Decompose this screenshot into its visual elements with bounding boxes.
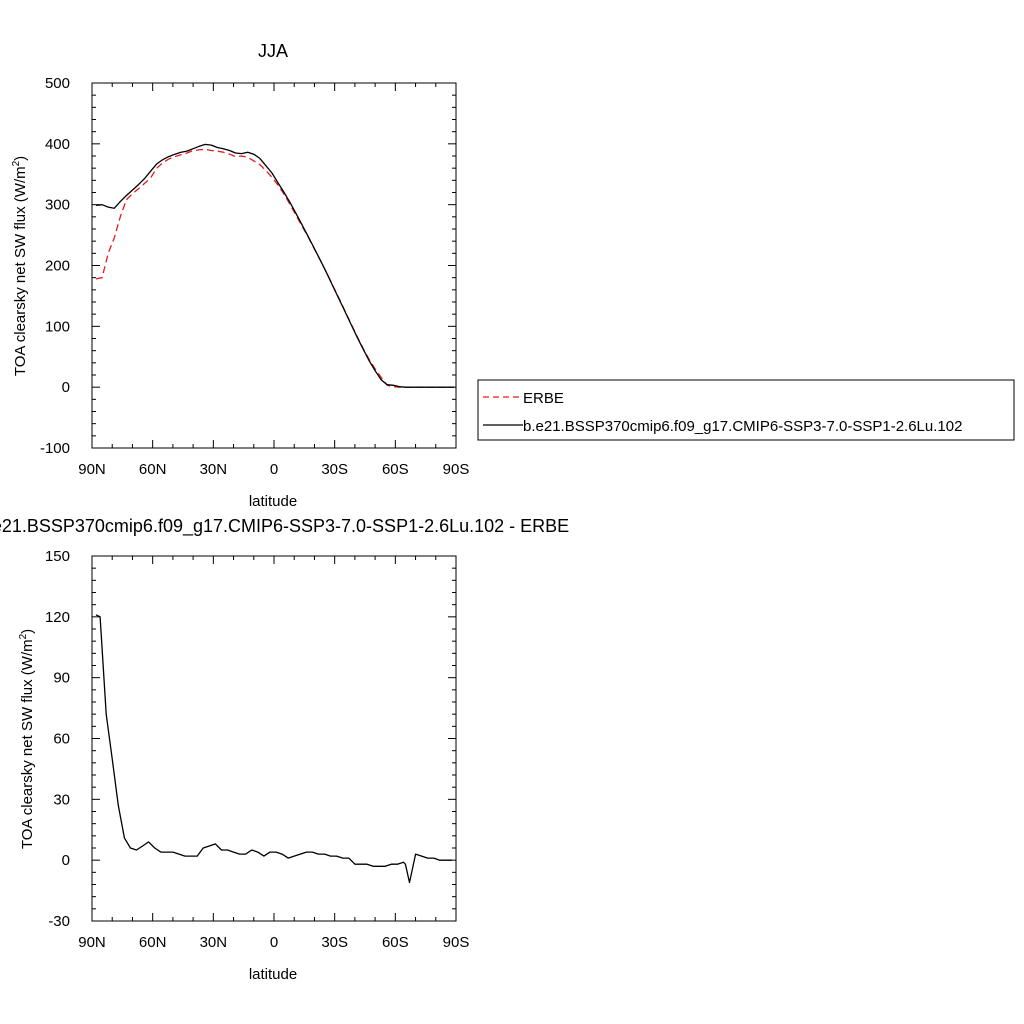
top-chart-plot-frame	[91, 82, 457, 449]
bottom-x-tick-label: 60N	[139, 934, 167, 951]
top-chart-panel: JJA 90N 60N 30N 0 30S 60S 90S -100 0 100 200 300 400…	[11, 41, 469, 510]
bottom-chart-plot-frame	[91, 555, 457, 922]
top-y-tick-label: 100	[45, 318, 70, 335]
top-x-tick-label: 90N	[78, 461, 106, 478]
top-x-tick-label: 0	[270, 461, 278, 478]
bottom-x-tick-label: 60S	[382, 934, 409, 951]
bottom-y-tick-label: 30	[53, 791, 70, 808]
top-chart-ticks	[91, 82, 457, 449]
legend-frame	[477, 379, 1015, 441]
top-chart-y-axis-label: TOA clearsky net SW flux (W/m2)	[11, 156, 29, 376]
top-chart-title: JJA	[258, 41, 288, 61]
top-chart-x-axis-label: latitude	[249, 493, 297, 510]
bottom-chart-x-axis-label: latitude	[249, 966, 297, 983]
bottom-y-tick-label: 60	[53, 731, 70, 748]
legend-label-erbe: ERBE	[523, 390, 564, 407]
top-x-tick-label: 30N	[200, 461, 228, 478]
bottom-x-tick-label: 30N	[200, 934, 228, 951]
bottom-chart-ticks	[91, 555, 457, 922]
bottom-y-tick-label: 0	[62, 852, 70, 869]
top-chart-legend: ERBE b.e21.BSSP370cmip6.f09_g17.CMIP6-SS…	[477, 379, 1015, 441]
bottom-x-tick-label: 90N	[78, 934, 106, 951]
bottom-y-tick-label: 150	[45, 548, 70, 565]
top-x-tick-label: 90S	[443, 461, 470, 478]
top-series-line-0	[95, 148, 454, 388]
top-chart-series	[95, 143, 454, 388]
bottom-chart-tick-labels: 90N 60N 30N 0 30S 60S 90S -30 0 30 60 90 120 150	[45, 548, 469, 951]
bottom-x-tick-label: 90S	[443, 934, 470, 951]
bottom-chart-title: b.e21.BSSP370cmip6.f09_g17.CMIP6-SSP3-7.…	[0, 516, 569, 537]
top-x-tick-label: 30S	[321, 461, 348, 478]
bottom-y-tick-label: 90	[53, 670, 70, 687]
bottom-series-line-0	[95, 614, 452, 884]
legend-label-model: b.e21.BSSP370cmip6.f09_g17.CMIP6-SSP3-7.…	[523, 418, 962, 435]
top-x-tick-label: 60N	[139, 461, 167, 478]
bottom-chart-series	[95, 614, 452, 884]
bottom-chart-y-axis-label: TOA clearsky net SW flux (W/m2)	[18, 629, 36, 849]
top-series-line-1	[95, 143, 454, 388]
top-y-tick-label: 300	[45, 197, 70, 214]
bottom-x-tick-label: 0	[270, 934, 278, 951]
top-y-tick-label: 500	[45, 75, 70, 92]
top-y-tick-label: -100	[40, 440, 70, 457]
bottom-y-tick-label: -30	[48, 913, 70, 930]
top-chart-tick-labels: 90N 60N 30N 0 30S 60S 90S -100 0 100 200 300 400 500	[40, 75, 469, 478]
top-x-tick-label: 60S	[382, 461, 409, 478]
top-y-tick-label: 200	[45, 258, 70, 275]
bottom-x-tick-label: 30S	[321, 934, 348, 951]
bottom-y-tick-label: 120	[45, 609, 70, 626]
top-y-tick-label: 400	[45, 136, 70, 153]
bottom-chart-panel: b.e21.BSSP370cmip6.f09_g17.CMIP6-SSP3-7.…	[0, 516, 569, 983]
top-y-tick-label: 0	[62, 379, 70, 396]
